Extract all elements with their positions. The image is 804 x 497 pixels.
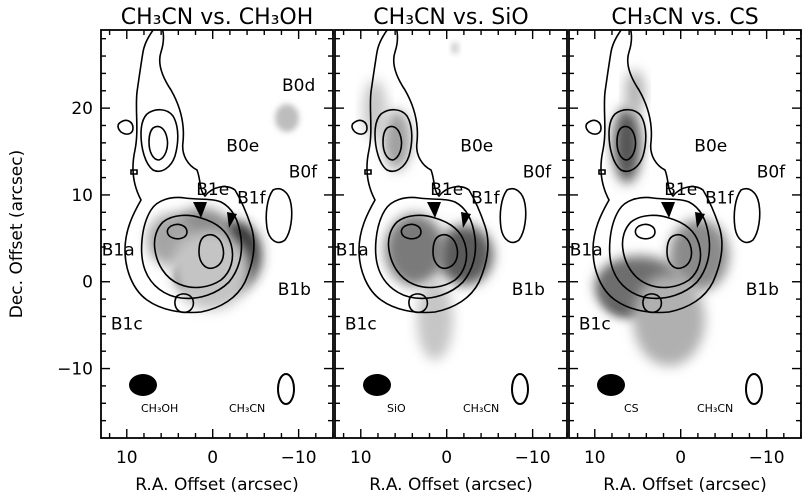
region-label-b1f: B1f	[705, 189, 734, 209]
panel-map-1	[117, 30, 299, 405]
region-label-b0f: B0f	[757, 163, 786, 183]
y-tick-label: −10	[57, 360, 93, 380]
panel-1: CH₃OH CH₃CN B0d B0e B0f B1e B1f B1a B1b B1c 10 0 −10…	[57, 5, 334, 495]
beam-open-2	[511, 373, 529, 405]
beam-open-1	[277, 373, 295, 405]
y-tick-label: 0	[82, 273, 93, 293]
x-axis-label-2: R.A. Offset (arcsec)	[369, 475, 533, 495]
x-tick-label: 10	[584, 448, 606, 468]
y-tick-label: 20	[71, 99, 93, 119]
region-label-b1f: B1f	[237, 189, 266, 209]
y-tick-label: 10	[71, 186, 93, 206]
x-tick-label: 0	[675, 448, 686, 468]
region-label-b1b: B1b	[512, 280, 545, 300]
x-axis-label-1: R.A. Offset (arcsec)	[135, 475, 299, 495]
region-label-b1a: B1a	[570, 241, 603, 261]
region-label-b1c: B1c	[345, 314, 377, 334]
region-label-b1c: B1c	[111, 314, 143, 334]
greyscale-blob	[451, 42, 459, 54]
region-label-b1f: B1f	[471, 189, 500, 209]
region-label-b1b: B1b	[278, 280, 311, 300]
beam-open-3	[745, 373, 763, 405]
panel-frame-1	[100, 29, 334, 439]
greyscale-blob	[417, 280, 453, 360]
x-tick-label: −10	[281, 448, 317, 468]
panel-title-3: CH₃CN vs. CS	[611, 5, 758, 30]
y-axis-label: Dec. Offset (arcsec)	[7, 150, 27, 319]
panel-map-2	[351, 30, 529, 405]
region-label-b1e: B1e	[664, 180, 697, 200]
greyscale-blob	[275, 104, 299, 132]
panel-map-3	[585, 30, 763, 405]
greyscale-blob	[383, 110, 411, 170]
x-tick-label: −10	[515, 448, 551, 468]
region-label-b1c: B1c	[579, 314, 611, 334]
beam-label-greyscale-1: CH₃OH	[141, 402, 178, 415]
region-label-b0d: B0d	[282, 76, 315, 96]
beam-filled-3	[597, 374, 625, 396]
greyscale-blob	[625, 70, 645, 114]
beam-label-contour-3: CH₃CN	[697, 402, 733, 415]
region-label-b0f: B0f	[523, 163, 552, 183]
region-label-b1a: B1a	[102, 241, 135, 261]
panel-3: CS CH₃CN B0e B0f B1e B1f B1a B1b B1c 10 0 −10 CH₃CN …	[568, 5, 802, 495]
panel-title-1: CH₃CN vs. CH₃OH	[121, 5, 314, 30]
x-tick-label: −10	[749, 448, 785, 468]
greyscale-blob	[363, 80, 387, 140]
x-tick-label: 10	[350, 448, 372, 468]
region-label-b0f: B0f	[289, 163, 318, 183]
panel-2: SiO CH₃CN B0e B0f B1e B1f B1a B1b B1c 10 0 −10 CH₃CN…	[334, 5, 568, 495]
region-label-b1e: B1e	[196, 180, 229, 200]
panel-frame-2	[334, 29, 568, 439]
greyscale-blob	[633, 274, 705, 366]
region-label-b1b: B1b	[746, 280, 779, 300]
beam-label-greyscale-3: CS	[624, 402, 639, 415]
region-label-b0e: B0e	[694, 137, 727, 157]
region-label-b1a: B1a	[336, 241, 369, 261]
beam-label-greyscale-2: SiO	[387, 402, 406, 415]
x-axis-label-3: R.A. Offset (arcsec)	[603, 475, 767, 495]
x-tick-label: 10	[116, 448, 138, 468]
beam-filled-2	[363, 374, 391, 396]
greyscale-blob	[385, 214, 445, 286]
greyscale-blob	[171, 230, 251, 310]
region-label-b0e: B0e	[460, 137, 493, 157]
greyscale-blob	[613, 107, 641, 183]
panel-title-2: CH₃CN vs. SiO	[373, 5, 528, 30]
beam-label-contour-1: CH₃CN	[229, 402, 265, 415]
greyscale-emission-2	[363, 42, 493, 360]
x-tick-label: 0	[207, 448, 218, 468]
beam-label-contour-2: CH₃CN	[463, 402, 499, 415]
region-label-b1e: B1e	[430, 180, 463, 200]
x-tick-label: 0	[441, 448, 452, 468]
region-label-b0e: B0e	[226, 137, 259, 157]
greyscale-blob	[437, 225, 493, 285]
beam-filled-1	[129, 374, 157, 396]
panel-frame-3	[568, 29, 802, 439]
